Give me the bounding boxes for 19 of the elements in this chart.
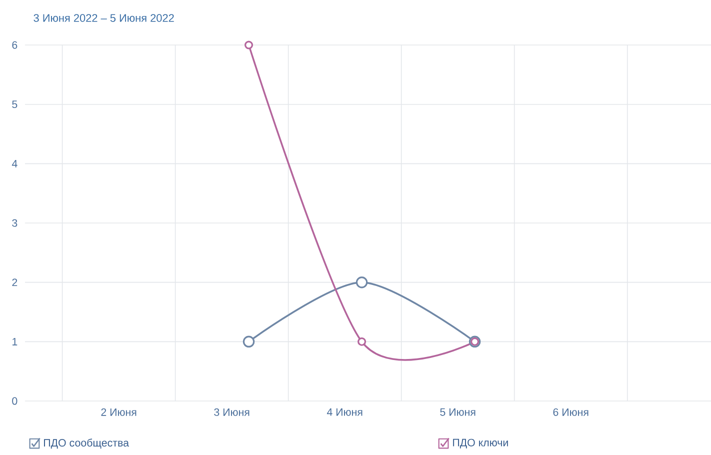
x-tick-label: 3 Июня xyxy=(214,408,250,416)
chart-title: 3 Июня 2022 – 5 Июня 2022 xyxy=(34,14,174,22)
x-tick-label: 5 Июня xyxy=(440,408,476,416)
y-tick-label: 4 xyxy=(12,160,18,168)
x-tick-label: 4 Июня xyxy=(326,408,362,416)
legend-label: ПДО ключи xyxy=(453,438,508,448)
y-tick-label: 5 xyxy=(12,100,18,108)
y-tick-label: 2 xyxy=(12,278,18,286)
point xyxy=(242,336,255,348)
legend-label: ПДО сообщества xyxy=(44,438,130,449)
point xyxy=(356,276,368,288)
y-tick-label: 3 xyxy=(12,219,18,227)
point xyxy=(244,40,254,50)
y-tick-label: 6 xyxy=(12,41,18,49)
y-tick-label: 0 xyxy=(12,397,18,405)
y-tick-label: 1 xyxy=(12,338,18,346)
x-tick-label: 2 Июня xyxy=(101,408,136,416)
point xyxy=(358,337,366,346)
x-tick-label: 6 Июня xyxy=(553,408,588,416)
